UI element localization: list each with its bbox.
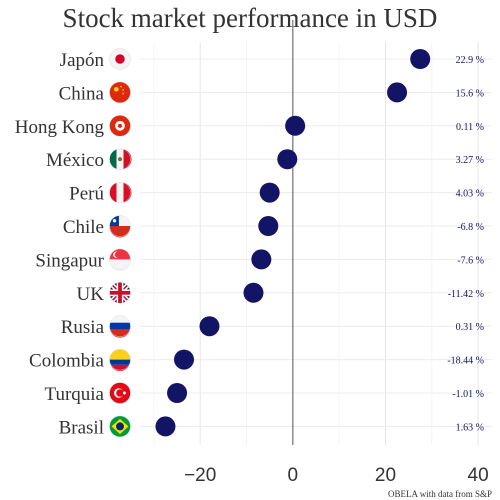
japan-flag-icon bbox=[109, 48, 131, 70]
country-label: Turquia bbox=[45, 384, 105, 405]
data-point bbox=[258, 216, 279, 236]
data-point bbox=[277, 149, 298, 170]
data-point bbox=[199, 316, 220, 337]
x-axis-ticks: −20 0 20 40 bbox=[184, 465, 489, 486]
value-label: 0.11 % bbox=[456, 122, 484, 133]
data-row: Turquia -1.01 % bbox=[45, 382, 484, 405]
data-row: China 15.6 % bbox=[59, 81, 484, 104]
chile-flag-icon bbox=[109, 215, 131, 238]
value-label: -1.01 % bbox=[452, 389, 484, 400]
data-point bbox=[174, 349, 194, 370]
brazil-flag-icon bbox=[109, 415, 131, 438]
data-point bbox=[285, 115, 306, 136]
country-label: Singapur bbox=[35, 250, 104, 271]
data-row: Japón 22.9 % bbox=[60, 48, 484, 71]
russia-flag-icon bbox=[109, 315, 131, 338]
data-row: Hong Kong 0.11 % bbox=[15, 115, 484, 138]
value-label: 1.63 % bbox=[456, 422, 484, 433]
data-rows: Japón 22.9 % China 15.6 % Hong Kong 0.11 % Méx… bbox=[15, 48, 484, 438]
x-tick-label: −20 bbox=[184, 465, 216, 486]
colombia-flag-icon bbox=[109, 348, 131, 372]
data-row: Singapur -7.6 % bbox=[35, 248, 484, 271]
data-point bbox=[155, 416, 176, 437]
value-label: 4.03 % bbox=[456, 189, 484, 200]
country-label: China bbox=[59, 83, 105, 104]
singapore-flag-icon bbox=[109, 248, 131, 271]
country-label: Hong Kong bbox=[15, 117, 105, 138]
turkey-flag-icon bbox=[109, 382, 131, 404]
value-label: -6.8 % bbox=[457, 222, 484, 233]
value-label: 15.6 % bbox=[456, 88, 484, 99]
china-flag-icon bbox=[109, 81, 131, 104]
country-label: Brasil bbox=[59, 417, 104, 438]
value-label: 0.31 % bbox=[456, 322, 484, 333]
uk-flag-icon bbox=[109, 282, 131, 304]
chart-title: Stock market performance in USD bbox=[63, 3, 438, 33]
data-row: Perú 4.03 % bbox=[69, 181, 484, 205]
value-label: -11.42 % bbox=[448, 289, 484, 300]
mexico-flag-icon bbox=[109, 148, 132, 170]
data-row: Rusia 0.31 % bbox=[61, 315, 484, 338]
gridlines bbox=[140, 20, 492, 445]
country-label: UK bbox=[77, 284, 105, 305]
value-label: -18.44 % bbox=[447, 356, 484, 367]
data-row: Brasil 1.63 % bbox=[59, 415, 484, 438]
data-point bbox=[259, 182, 280, 203]
data-row: UK -11.42 % bbox=[77, 282, 484, 305]
hong-kong-flag-icon bbox=[109, 115, 131, 137]
country-label: Colombia bbox=[29, 351, 105, 372]
data-point bbox=[410, 49, 431, 69]
data-point bbox=[243, 282, 264, 303]
country-label: Chile bbox=[63, 217, 104, 238]
country-label: Rusia bbox=[61, 317, 105, 338]
data-point bbox=[251, 249, 272, 270]
x-tick-label: 40 bbox=[468, 465, 489, 486]
value-label: -7.6 % bbox=[457, 255, 484, 266]
x-tick-label: 0 bbox=[288, 465, 299, 486]
value-label: 3.27 % bbox=[456, 155, 484, 166]
x-tick-label: 20 bbox=[375, 465, 396, 486]
data-point bbox=[387, 82, 408, 103]
data-point bbox=[167, 383, 188, 403]
country-label: Perú bbox=[69, 184, 104, 205]
value-label: 22.9 % bbox=[456, 55, 484, 66]
data-row: México 3.27 % bbox=[46, 148, 484, 171]
country-label: México bbox=[46, 150, 104, 171]
chart-caption: OBELA with data from S&P bbox=[388, 489, 492, 499]
peru-flag-icon bbox=[109, 181, 132, 204]
data-row: Colombia -18.44 % bbox=[29, 348, 484, 372]
country-label: Japón bbox=[60, 50, 105, 71]
data-row: Chile -6.8 % bbox=[63, 215, 484, 238]
